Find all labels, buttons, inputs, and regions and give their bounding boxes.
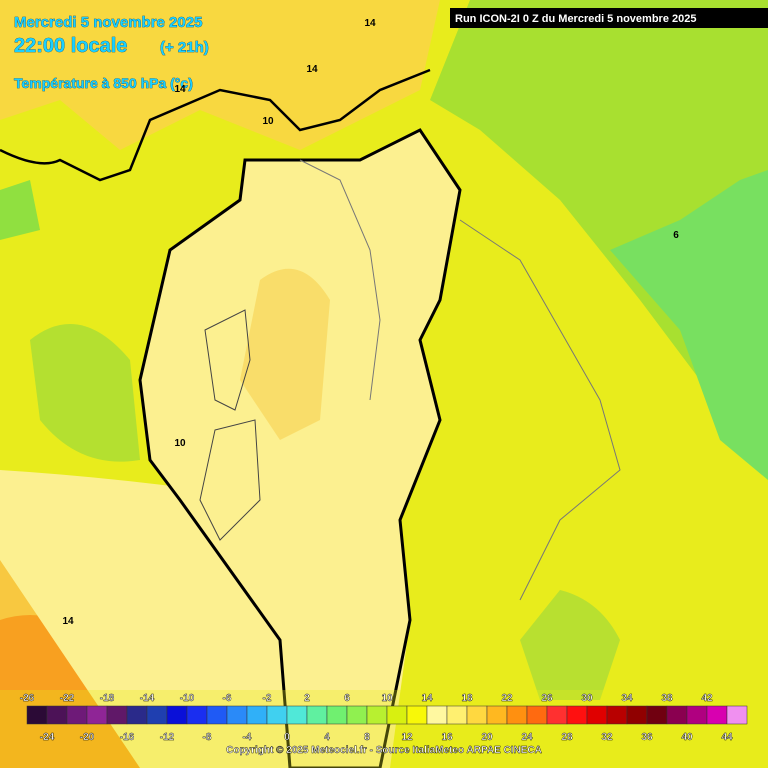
contour-label: 14 [62,616,74,627]
legend-label: -10 [180,693,195,704]
legend-label: 24 [521,732,533,743]
legend-label: -20 [80,732,95,743]
legend-label: 22 [501,693,513,704]
legend-label: 8 [364,732,370,743]
warm-core [240,268,330,440]
legend-swatch [66,705,88,725]
cool-area-west [0,180,40,240]
copyright: Copyright © 2025 Meteociel.fr - Source I… [226,745,542,756]
legend-swatch [566,705,588,725]
contour-label: 10 [174,438,186,449]
green-patch-east [520,590,620,700]
legend-label: 4 [324,732,330,743]
run-info: Run ICON-2I 0 Z du Mercredi 5 novembre 2… [455,13,696,25]
legend-label: -6 [223,693,232,704]
legend-swatch [26,705,48,725]
legend-label: -18 [100,693,115,704]
green-patch [30,324,140,462]
legend-label: 38 [661,693,673,704]
legend-label: 10 [381,693,393,704]
legend-swatch [386,705,408,725]
cool-area [610,170,768,480]
legend-label: 28 [561,732,573,743]
islands [199,309,261,541]
legend-swatch [706,705,728,725]
legend-label: -2 [263,693,272,704]
legend-label: 30 [581,693,593,704]
legend-swatch [406,705,428,725]
run-banner [450,8,768,28]
legend-swatch [626,705,648,725]
legend-swatch [466,705,488,725]
legend-label: 40 [681,732,693,743]
legend-swatch [526,705,548,725]
borders [299,159,621,601]
legend-swatch [166,705,188,725]
legend-label: 16 [441,732,453,743]
legend-swatch [486,705,508,725]
legend-swatch [126,705,148,725]
legend-label: 20 [481,732,493,743]
legend-swatch [186,705,208,725]
legend-label: -26 [20,693,35,704]
legend-label: 0 [284,732,290,743]
legend-backdrop [0,690,768,768]
legend-label: 42 [701,693,713,704]
legend-label: 34 [621,693,633,704]
legend-swatch [426,705,448,725]
legend-swatch [226,705,248,725]
forecast-time: 22:00 locale [14,35,127,57]
legend-label: -8 [203,732,212,743]
contour-label: 14 [364,18,376,29]
legend-label: -14 [140,693,155,704]
forecast-lead: (+ 21h) [160,39,209,56]
legend-swatch [546,705,568,725]
legend-label: -12 [160,732,175,743]
legend-label: 6 [344,693,350,704]
legend-swatch [666,705,688,725]
contour-label: 6 [673,230,679,241]
forecast-date: Mercredi 5 novembre 2025 [14,14,202,31]
legend-swatch [346,705,368,725]
legend-swatch [146,705,168,725]
legend-label: -4 [243,732,252,743]
legend-swatch [606,705,628,725]
contour-10 [138,128,462,770]
legend-swatch [646,705,668,725]
legend-swatch [46,705,68,725]
legend-swatch [366,705,388,725]
contour-label: 14 [174,84,186,95]
legend-label: 2 [304,693,310,704]
legend-swatch [266,705,288,725]
legend-swatch [686,705,708,725]
legend-label: 14 [421,693,433,704]
legend-label: 36 [641,732,653,743]
field-name: Température à 850 hPa (°c) [14,75,193,91]
legend-label: 44 [721,732,733,743]
legend-swatch [726,705,748,725]
legend-swatch [246,705,268,725]
legend-label: -24 [40,732,55,743]
contour-label: 14 [306,64,318,75]
legend-label: 26 [541,693,553,704]
legend-label: -22 [60,693,75,704]
legend-swatch [326,705,348,725]
legend-label: 18 [461,693,473,704]
legend-swatch [586,705,608,725]
legend-label: 12 [401,732,413,743]
legend-swatch [286,705,308,725]
legend-swatch [506,705,528,725]
alps-warm-area [0,0,440,150]
legend-swatch [106,705,128,725]
contour-label: 10 [262,116,274,127]
legend-label: -16 [120,732,135,743]
legend-swatch [306,705,328,725]
legend-swatch [86,705,108,725]
legend-swatch [446,705,468,725]
legend-swatch [206,705,228,725]
contour-10-north [0,68,431,182]
legend-label: 32 [601,732,613,743]
